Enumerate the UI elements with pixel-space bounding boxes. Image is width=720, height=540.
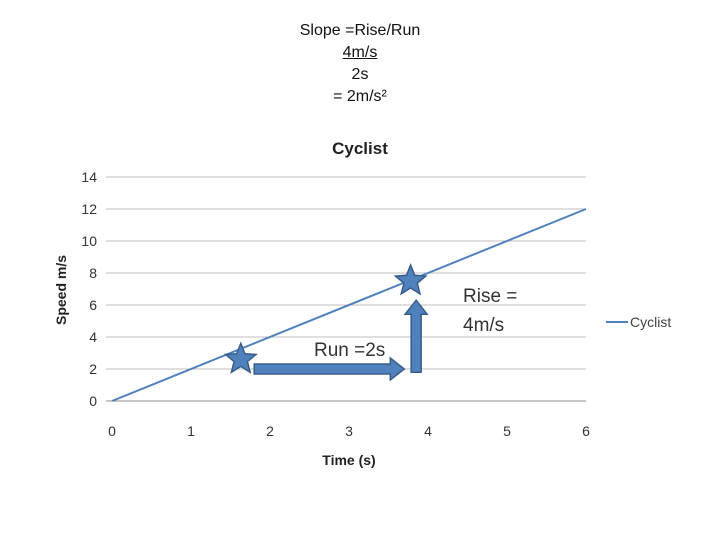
y-tick-label: 12 bbox=[81, 201, 97, 217]
x-tick-label: 6 bbox=[582, 423, 590, 439]
slope-result: = 2m/s² bbox=[333, 88, 387, 105]
x-tick-label: 5 bbox=[503, 423, 511, 439]
slope-formula: Slope =Rise/Run bbox=[299, 22, 421, 39]
series-line-cyclist bbox=[111, 208, 587, 402]
x-tick-label: 4 bbox=[424, 423, 432, 439]
y-tick-labels: 0 2 4 6 8 10 12 14 bbox=[81, 169, 97, 409]
x-tick-label: 0 bbox=[108, 423, 116, 439]
rise-label-line2: 4m/s bbox=[463, 315, 504, 336]
rise-value: 4m/s bbox=[342, 44, 378, 61]
legend: Cyclist bbox=[606, 314, 671, 330]
run-value: 2s bbox=[351, 66, 369, 83]
star-marker bbox=[393, 262, 428, 296]
y-tick-label: 6 bbox=[89, 297, 97, 313]
y-tick-label: 4 bbox=[89, 329, 97, 345]
y-tick-label: 10 bbox=[81, 233, 97, 249]
run-label: Run =2s bbox=[314, 340, 385, 361]
x-tick-label: 3 bbox=[345, 423, 353, 439]
series-layer bbox=[111, 208, 587, 402]
y-tick-label: 14 bbox=[81, 169, 97, 185]
y-tick-label: 8 bbox=[89, 265, 97, 281]
slope-heading: Slope =Rise/Run 4m/s 2s = 2m/s² bbox=[0, 20, 720, 108]
x-axis-label: Time (s) bbox=[322, 452, 375, 468]
star-marker bbox=[223, 341, 258, 374]
rise-arrow bbox=[403, 298, 429, 373]
annotation-layer: Run =2s Rise = 4m/s bbox=[223, 262, 517, 382]
y-tick-label: 0 bbox=[89, 393, 97, 409]
y-tick-label: 2 bbox=[89, 361, 97, 377]
x-tick-label: 2 bbox=[266, 423, 274, 439]
x-tick-labels: 0 1 2 3 4 5 6 bbox=[108, 423, 590, 439]
y-axis-label: Speed m/s bbox=[53, 255, 69, 325]
chart-title: Cyclist bbox=[332, 139, 388, 158]
rise-label-line1: Rise = bbox=[463, 286, 517, 307]
x-tick-label: 1 bbox=[187, 423, 195, 439]
legend-label: Cyclist bbox=[630, 314, 671, 330]
run-arrow bbox=[253, 356, 406, 382]
